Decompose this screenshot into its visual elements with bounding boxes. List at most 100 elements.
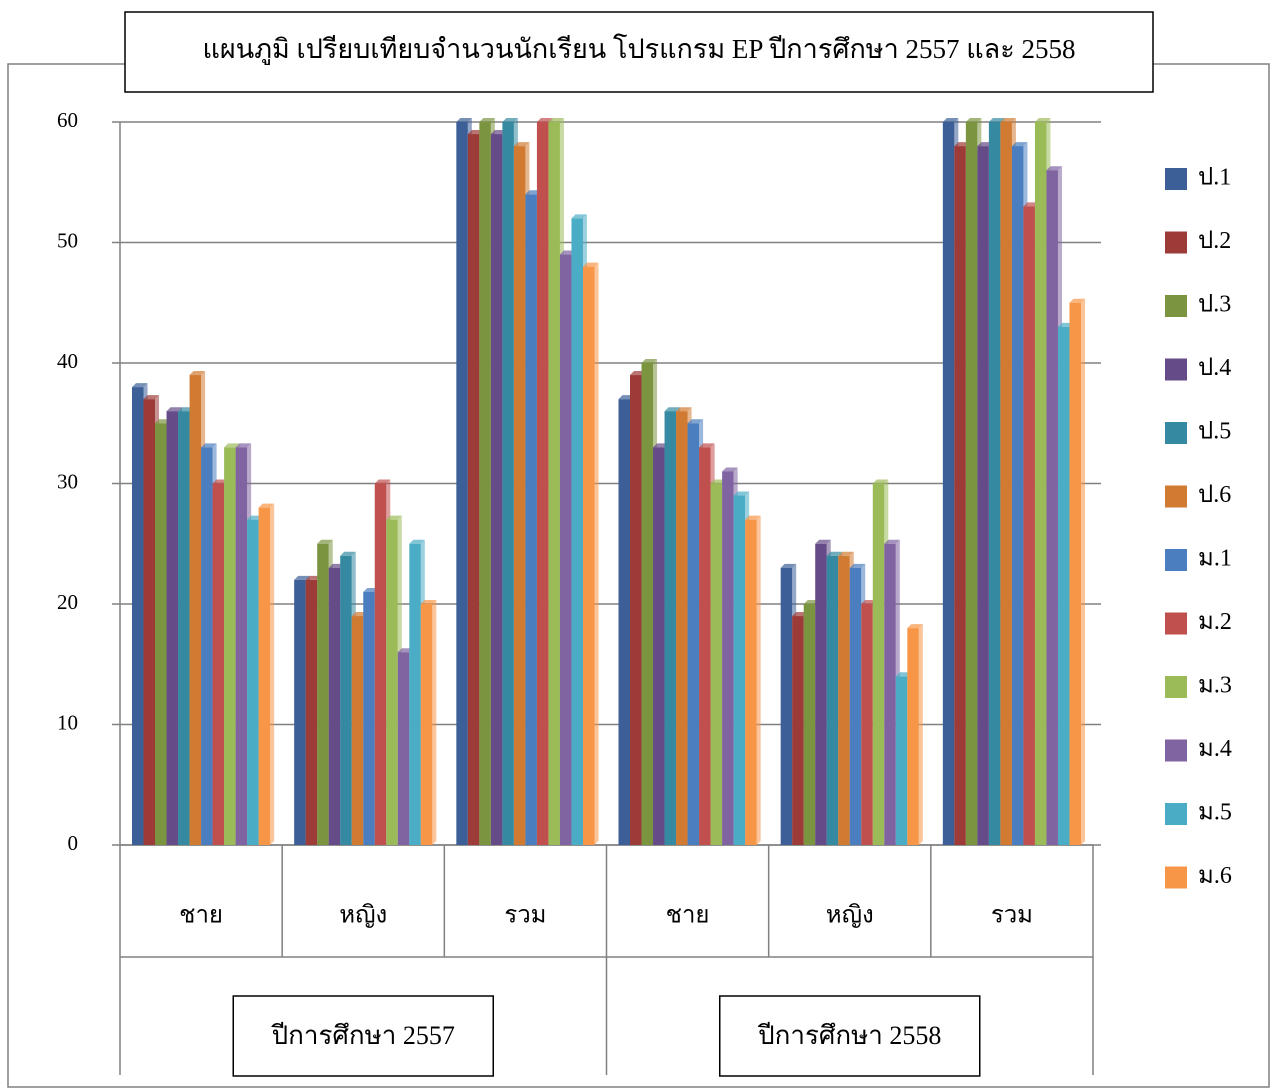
bar xyxy=(699,447,711,845)
bar-top xyxy=(849,563,866,568)
bar xyxy=(884,543,896,845)
bar xyxy=(132,387,144,845)
legend-swatch xyxy=(1165,549,1187,571)
bar-top xyxy=(1034,118,1051,122)
legend-label: ป.5 xyxy=(1198,419,1231,445)
bar-top xyxy=(1046,166,1062,171)
bar xyxy=(386,519,398,845)
group-label: ปีการศึกษา 2558 xyxy=(757,1021,941,1050)
bar xyxy=(641,363,654,845)
bar-top xyxy=(676,407,692,412)
bar-top xyxy=(294,575,310,580)
bar xyxy=(536,122,549,845)
bar-top xyxy=(224,443,240,448)
legend-swatch xyxy=(1165,739,1187,762)
bar-top xyxy=(687,419,704,424)
bar xyxy=(502,122,514,845)
bar xyxy=(907,628,919,845)
bar-top xyxy=(456,118,472,122)
y-tick-label: 0 xyxy=(68,831,79,855)
bar-top xyxy=(258,503,275,508)
bar-top xyxy=(1069,298,1085,303)
bar xyxy=(479,122,491,845)
bar-top xyxy=(826,551,843,556)
bar xyxy=(143,399,156,845)
bar xyxy=(630,375,642,845)
bar-top xyxy=(664,407,681,412)
y-tick-label: 50 xyxy=(57,228,78,252)
bar-top xyxy=(722,467,738,472)
bar-top xyxy=(571,214,587,219)
bar xyxy=(178,411,190,845)
bar-top xyxy=(317,539,333,544)
bar-top xyxy=(420,600,437,604)
bar-top xyxy=(780,563,797,568)
bar xyxy=(733,495,746,845)
legend-swatch xyxy=(1165,422,1187,444)
bar xyxy=(559,254,572,846)
bar xyxy=(849,567,862,845)
bar xyxy=(1000,122,1012,845)
bar-top xyxy=(386,515,402,520)
bar-top xyxy=(815,539,831,544)
bar-top xyxy=(1011,142,1028,147)
bar-side xyxy=(918,624,923,845)
x-tick-label: รวม xyxy=(991,903,1033,929)
x-tick-label: หญิง xyxy=(826,903,874,929)
bar xyxy=(792,616,804,845)
bar-top xyxy=(479,118,495,122)
bar xyxy=(201,447,213,845)
title-box xyxy=(124,11,1154,93)
bar-top xyxy=(582,262,599,267)
bar xyxy=(513,146,526,846)
y-tick-label: 30 xyxy=(57,469,78,493)
legend-swatch xyxy=(1165,676,1187,698)
bar xyxy=(155,423,167,845)
bar xyxy=(317,543,329,845)
legend-label: ม.4 xyxy=(1198,736,1232,762)
bar xyxy=(815,543,827,845)
legend-label: ป.4 xyxy=(1198,355,1231,381)
legend-swatch xyxy=(1165,485,1187,508)
bar xyxy=(687,423,700,845)
bar-side xyxy=(432,600,437,845)
bar-side xyxy=(1081,298,1085,845)
bar xyxy=(467,134,480,846)
bar xyxy=(340,555,352,845)
bar-top xyxy=(988,118,1005,122)
bar-top xyxy=(884,539,900,544)
legend-label: ม.1 xyxy=(1198,546,1232,572)
bar xyxy=(826,555,839,845)
y-tick-label: 20 xyxy=(57,590,78,614)
legend-label: ป.1 xyxy=(1198,165,1231,191)
bar xyxy=(653,447,665,845)
bar-top xyxy=(536,118,553,122)
group-label-box xyxy=(719,995,981,1077)
bar xyxy=(224,447,236,845)
bar-top xyxy=(201,443,217,448)
legend-swatch xyxy=(1165,168,1187,190)
bar-top xyxy=(965,118,982,122)
bar xyxy=(988,122,1001,845)
legend-label: ม.2 xyxy=(1198,609,1232,635)
bar xyxy=(1034,122,1047,845)
bar-top xyxy=(733,491,750,496)
legend-swatch xyxy=(1165,231,1187,254)
bar xyxy=(305,579,318,845)
bar xyxy=(374,483,387,845)
bar-top xyxy=(699,443,715,448)
bar xyxy=(803,604,816,845)
bar xyxy=(409,543,421,845)
bar xyxy=(351,616,364,845)
bar xyxy=(189,375,202,845)
bar xyxy=(664,411,677,845)
bar xyxy=(1046,170,1058,845)
x-tick-label: รวม xyxy=(504,903,546,929)
bar-top xyxy=(872,479,889,484)
bar xyxy=(861,604,873,845)
bar-top xyxy=(235,443,252,448)
bar-top xyxy=(502,118,518,122)
bar xyxy=(780,567,793,845)
chart-title: แผนภูมิ เปรียบเทียบจำนวนนักเรียน โปรแกรม… xyxy=(203,34,1076,65)
